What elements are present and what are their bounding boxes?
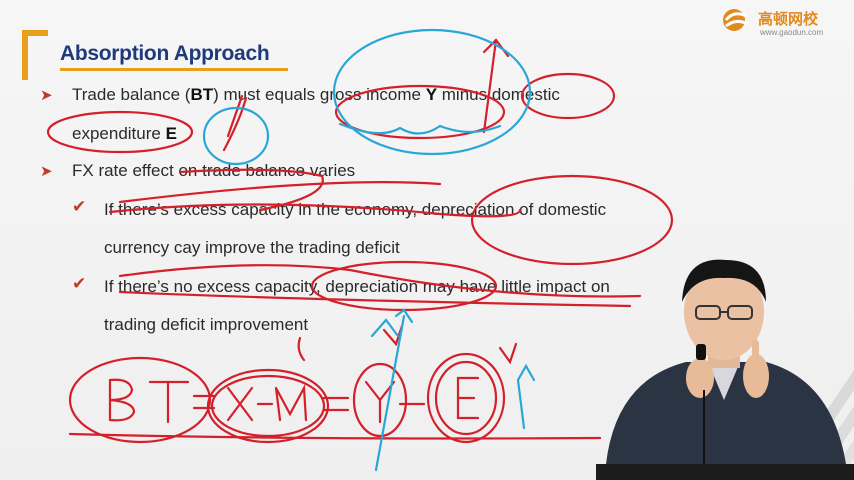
bullet-trade-balance-line1: Trade balance (BT) must equals gross inc… [72,85,560,105]
bold-term-bt: BT [190,85,214,104]
logo-name: 高顿网校 [758,10,819,28]
check-icon: ✔ [72,274,87,293]
bold-term-e: E [165,124,177,143]
bold-term-y: Y [425,85,438,104]
gaodun-logo-icon [723,9,749,31]
title-underline [60,68,288,71]
arrow-bullet-icon: ➤ [40,163,53,180]
text-segment: expenditure [72,124,166,143]
bullet-trade-balance-line2: expenditure E [72,124,177,144]
bullet-fx-rate: FX rate effect on trade balance varies [72,161,356,180]
check-icon: ✔ [72,197,87,216]
sub-bullet-excess-capacity-line1: If there’s excess capacity in the econom… [104,200,607,219]
sub-bullet-excess-capacity-line2: currency cay improve the trading deficit [104,238,400,257]
logo-url: www.gaodun.com [760,28,824,37]
presenter-video [596,259,854,480]
sub-bullet-no-excess-capacity-line1: If there’s no excess capacity, depreciat… [104,277,610,296]
arrow-bullet-icon: ➤ [40,87,53,104]
text-segment: minus domestic [437,85,560,104]
text-segment: Trade balance ( [72,85,191,104]
gaodun-logo: 高顿网校 www.gaodun.com [720,6,840,44]
slide-title: Absorption Approach [60,42,270,65]
title-corner-bracket [22,30,48,80]
sub-bullet-no-excess-capacity-line2: trading deficit improvement [104,315,309,334]
text-segment: ) must equals gross income [213,85,426,104]
